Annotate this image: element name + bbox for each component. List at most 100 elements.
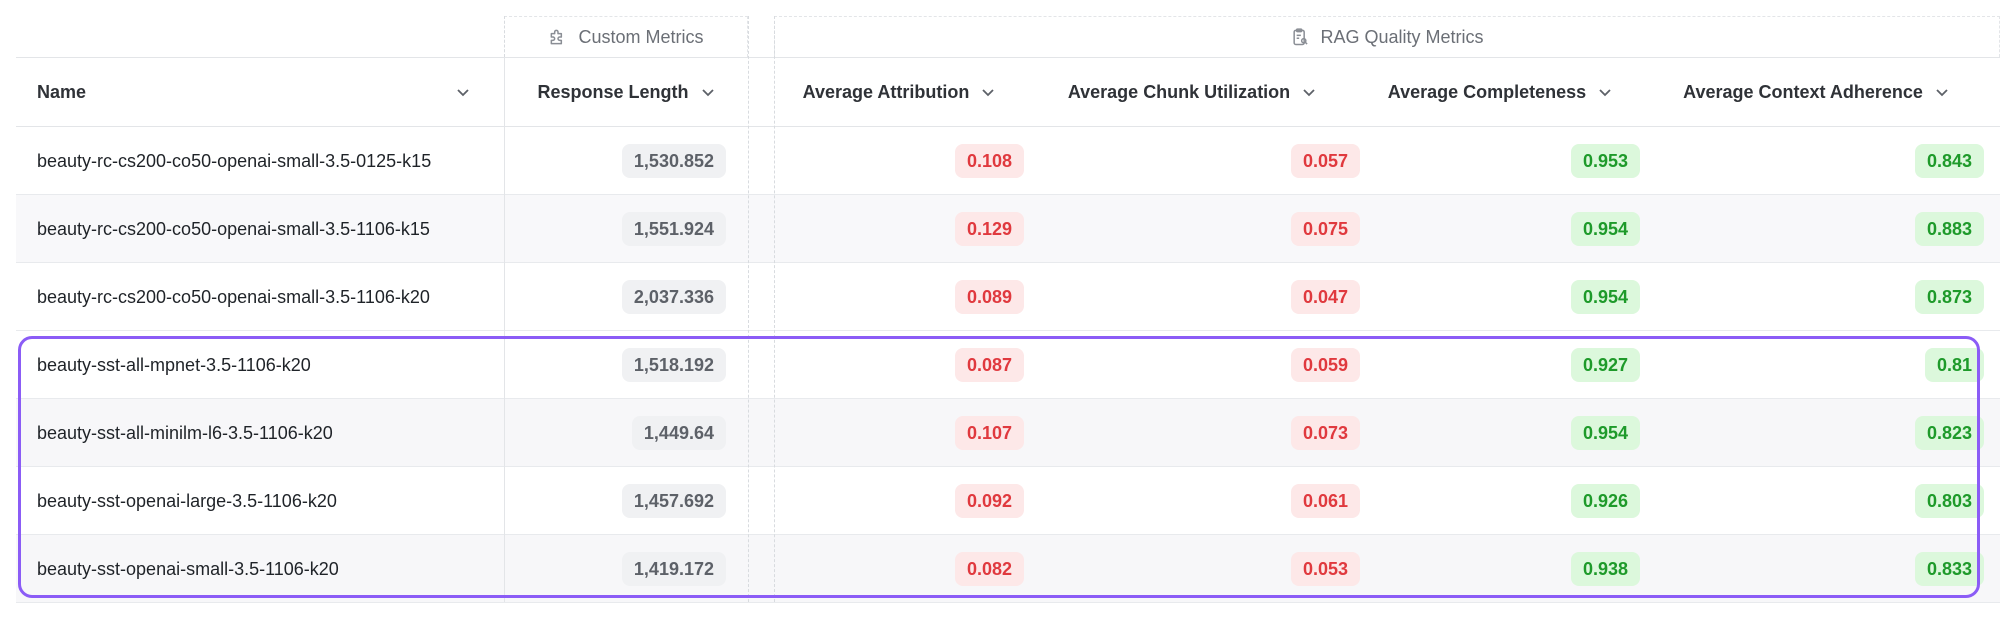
header-name[interactable]: Name [16, 58, 504, 126]
value-badge: 0.803 [1914, 484, 1984, 518]
cell-chunk-utilization: 0.047 [1024, 263, 1360, 331]
value-badge: 0.092 [954, 484, 1024, 518]
cell-response-length: 1,457.692 [504, 467, 748, 535]
chevron-down-icon[interactable] [981, 85, 995, 99]
cell-chunk-utilization: 0.061 [1024, 467, 1360, 535]
chevron-down-icon[interactable] [1598, 85, 1612, 99]
value-badge: 0.057 [1290, 144, 1360, 178]
cell-response-length: 2,037.336 [504, 263, 748, 331]
cell-attribution: 0.107 [774, 399, 1024, 467]
cell-name: beauty-sst-openai-small-3.5-1106-k20 [37, 558, 339, 579]
table-row[interactable]: beauty-sst-all-minilm-l6-3.5-1106-k20 1,… [16, 399, 2000, 467]
column-group-row: Custom Metrics RAG Quality Metrics [16, 16, 2000, 57]
header-completeness-label: Average Completeness [1387, 81, 1587, 102]
value-badge: 0.108 [954, 144, 1024, 178]
cell-context-adherence: 0.873 [1640, 263, 1992, 331]
clipboard-search-icon [1290, 27, 1310, 47]
chevron-down-icon[interactable] [456, 85, 470, 99]
table-row[interactable]: beauty-rc-cs200-co50-openai-small-3.5-11… [16, 263, 2000, 331]
cell-attribution: 0.089 [774, 263, 1024, 331]
cell-attribution: 0.129 [774, 195, 1024, 263]
cell-completeness: 0.954 [1360, 263, 1640, 331]
cell-response-length: 1,419.172 [504, 535, 748, 603]
header-adherence-label: Average Context Adherence [1683, 81, 1923, 102]
value-badge: 0.061 [1290, 484, 1360, 518]
cell-response-length: 1,518.192 [504, 331, 748, 399]
column-divider [504, 57, 505, 602]
column-divider [774, 16, 775, 602]
metrics-table: Custom Metrics RAG Quality Metrics Name [16, 16, 2000, 603]
cell-response-length: 1,449.64 [504, 399, 748, 467]
value-badge: 0.089 [954, 280, 1024, 314]
chevron-down-icon[interactable] [701, 85, 715, 99]
table-body: beauty-rc-cs200-co50-openai-small-3.5-01… [16, 127, 2000, 603]
value-badge: 2,037.336 [621, 280, 726, 314]
value-badge: 1,518.192 [621, 348, 726, 382]
cell-chunk-utilization: 0.059 [1024, 331, 1360, 399]
header-response-length-label: Response Length [537, 81, 689, 102]
cell-attribution: 0.087 [774, 331, 1024, 399]
cell-name: beauty-rc-cs200-co50-openai-small-3.5-01… [37, 150, 432, 171]
header-average-attribution[interactable]: Average Attribution [774, 58, 1024, 126]
cell-chunk-utilization: 0.053 [1024, 535, 1360, 603]
value-badge: 0.107 [954, 416, 1024, 450]
table-row[interactable]: beauty-sst-openai-large-3.5-1106-k20 1,4… [16, 467, 2000, 535]
cell-name: beauty-sst-openai-large-3.5-1106-k20 [37, 490, 337, 511]
group-rag-quality-metrics: RAG Quality Metrics [774, 16, 2000, 57]
cell-response-length: 1,530.852 [504, 127, 748, 195]
value-badge: 0.129 [954, 212, 1024, 246]
value-badge: 0.953 [1570, 144, 1640, 178]
header-response-length[interactable]: Response Length [504, 58, 748, 126]
value-badge: 0.873 [1914, 280, 1984, 314]
cell-name: beauty-rc-cs200-co50-openai-small-3.5-11… [37, 286, 430, 307]
table-row[interactable]: beauty-sst-openai-small-3.5-1106-k20 1,4… [16, 535, 2000, 603]
cell-attribution: 0.082 [774, 535, 1024, 603]
value-badge: 0.833 [1914, 552, 1984, 586]
group-rag-label: RAG Quality Metrics [1320, 26, 1484, 47]
value-badge: 0.082 [954, 552, 1024, 586]
cell-completeness: 0.927 [1360, 331, 1640, 399]
value-badge: 0.843 [1914, 144, 1984, 178]
cell-context-adherence: 0.823 [1640, 399, 1992, 467]
group-custom-label: Custom Metrics [578, 26, 704, 47]
table-row[interactable]: beauty-rc-cs200-co50-openai-small-3.5-01… [16, 127, 2000, 195]
value-badge: 0.073 [1290, 416, 1360, 450]
table-row[interactable]: beauty-sst-all-mpnet-3.5-1106-k20 1,518.… [16, 331, 2000, 399]
header-average-chunk-utilization[interactable]: Average Chunk Utilization [1024, 58, 1360, 126]
puzzle-icon [548, 27, 568, 47]
chevron-down-icon[interactable] [1302, 85, 1316, 99]
table-row[interactable]: beauty-rc-cs200-co50-openai-small-3.5-11… [16, 195, 2000, 263]
cell-context-adherence: 0.843 [1640, 127, 1992, 195]
value-badge: 0.823 [1914, 416, 1984, 450]
value-badge: 0.927 [1570, 348, 1640, 382]
value-badge: 1,419.172 [621, 552, 726, 586]
value-badge: 1,449.64 [631, 416, 726, 450]
header-chunk-label: Average Chunk Utilization [1067, 81, 1291, 102]
cell-completeness: 0.954 [1360, 399, 1640, 467]
cell-name: beauty-sst-all-minilm-l6-3.5-1106-k20 [37, 422, 333, 443]
header-average-context-adherence[interactable]: Average Context Adherence [1640, 58, 1992, 126]
cell-context-adherence: 0.883 [1640, 195, 1992, 263]
value-badge: 0.954 [1570, 212, 1640, 246]
value-badge: 1,457.692 [621, 484, 726, 518]
cell-completeness: 0.954 [1360, 195, 1640, 263]
value-badge: 0.954 [1570, 280, 1640, 314]
value-badge: 0.938 [1570, 552, 1640, 586]
value-badge: 0.059 [1290, 348, 1360, 382]
value-badge: 1,551.924 [621, 212, 726, 246]
cell-name: beauty-rc-cs200-co50-openai-small-3.5-11… [37, 218, 430, 239]
cell-context-adherence: 0.81 [1640, 331, 1992, 399]
cell-attribution: 0.092 [774, 467, 1024, 535]
header-name-label: Name [37, 81, 87, 102]
cell-context-adherence: 0.803 [1640, 467, 1992, 535]
cell-completeness: 0.953 [1360, 127, 1640, 195]
value-badge: 1,530.852 [621, 144, 726, 178]
cell-attribution: 0.108 [774, 127, 1024, 195]
value-badge: 0.087 [954, 348, 1024, 382]
cell-completeness: 0.938 [1360, 535, 1640, 603]
chevron-down-icon[interactable] [1935, 85, 1949, 99]
value-badge: 0.926 [1570, 484, 1640, 518]
cell-chunk-utilization: 0.075 [1024, 195, 1360, 263]
header-attribution-label: Average Attribution [802, 81, 970, 102]
header-average-completeness[interactable]: Average Completeness [1360, 58, 1640, 126]
